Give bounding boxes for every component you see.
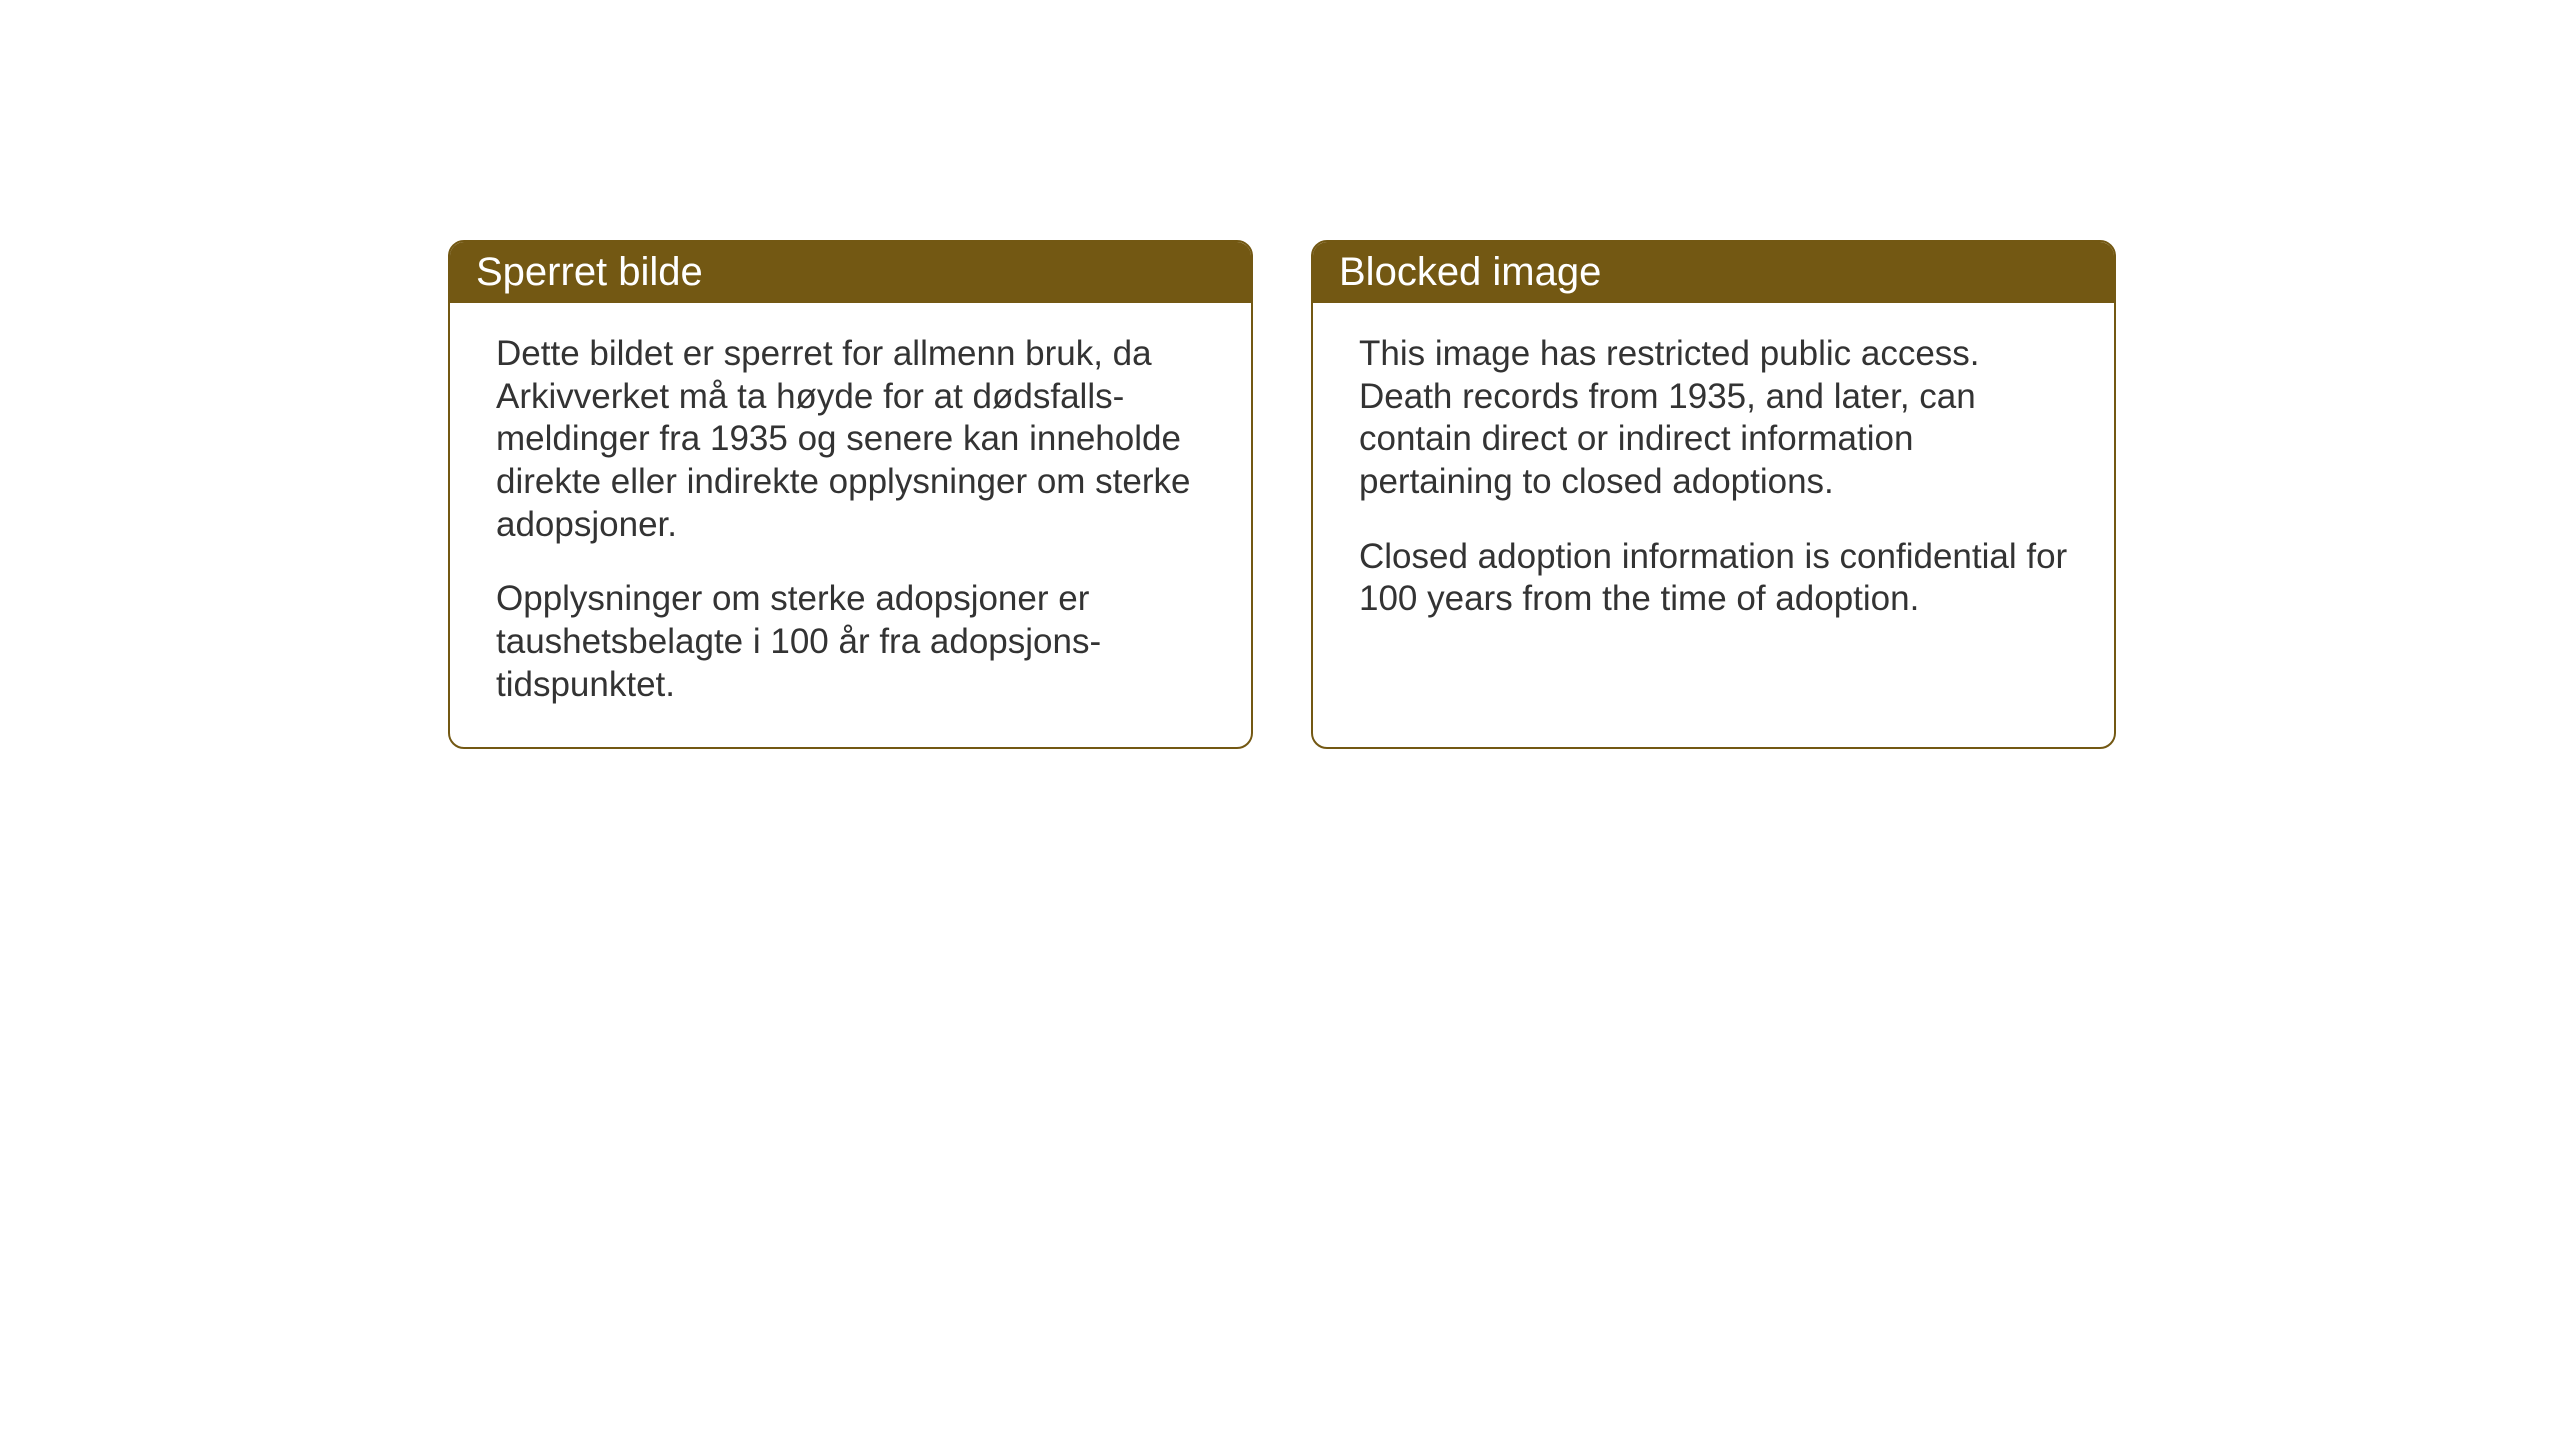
notice-paragraph-1-norwegian: Dette bildet er sperret for allmenn bruk… <box>496 333 1205 546</box>
notice-paragraph-1-english: This image has restricted public access.… <box>1359 333 2068 504</box>
notice-body-english: This image has restricted public access.… <box>1313 303 2114 661</box>
notice-title-english: Blocked image <box>1339 250 1601 294</box>
notice-title-norwegian: Sperret bilde <box>476 250 703 294</box>
notice-header-norwegian: Sperret bilde <box>450 242 1251 303</box>
notice-container: Sperret bilde Dette bildet er sperret fo… <box>448 240 2116 749</box>
notice-paragraph-2-english: Closed adoption information is confident… <box>1359 536 2068 621</box>
notice-body-norwegian: Dette bildet er sperret for allmenn bruk… <box>450 303 1251 747</box>
notice-box-norwegian: Sperret bilde Dette bildet er sperret fo… <box>448 240 1253 749</box>
notice-box-english: Blocked image This image has restricted … <box>1311 240 2116 749</box>
notice-paragraph-2-norwegian: Opplysninger om sterke adopsjoner er tau… <box>496 578 1205 706</box>
notice-header-english: Blocked image <box>1313 242 2114 303</box>
